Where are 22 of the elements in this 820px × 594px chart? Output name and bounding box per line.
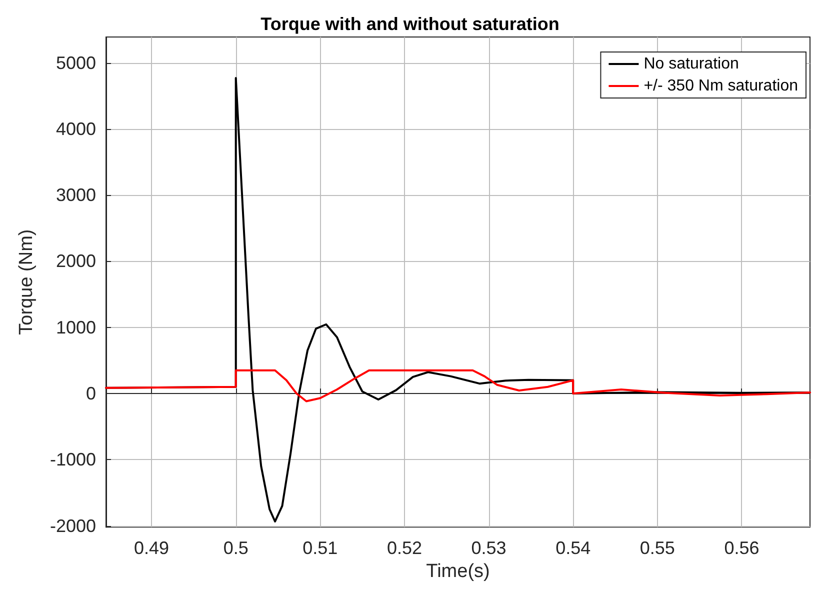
chart-title: Torque with and without saturation — [260, 14, 560, 34]
y-tick-label: 5000 — [56, 52, 96, 73]
x-tick-label: 0.54 — [556, 538, 591, 558]
x-tick-label: 0.52 — [386, 538, 422, 558]
legend-label: No saturation — [644, 56, 739, 72]
x-tick-label: 0.55 — [640, 538, 675, 558]
y-tick-label: 2000 — [56, 251, 96, 272]
x-tick-label: 0.49 — [134, 538, 170, 558]
legend-label: +/- 350 Nm saturation — [644, 78, 798, 94]
y-tick-label: 3000 — [56, 185, 96, 206]
x-axis-title: Time(s) — [426, 561, 490, 582]
x-tick-label: 0.5 — [223, 538, 248, 558]
x-tick-label: 0.51 — [302, 538, 338, 558]
y-tick-label: 4000 — [56, 118, 96, 139]
y-axis-title: Torque (Nm) — [16, 229, 37, 335]
x-tick-label: 0.53 — [471, 538, 506, 558]
y-tick-label: -1000 — [50, 450, 96, 470]
line-series — [105, 369, 811, 402]
x-tick-label: 0.56 — [724, 538, 760, 558]
y-tick-label: -2000 — [50, 516, 96, 536]
y-tick-label: 0 — [86, 383, 96, 404]
y-tick-label: 1000 — [56, 317, 96, 338]
